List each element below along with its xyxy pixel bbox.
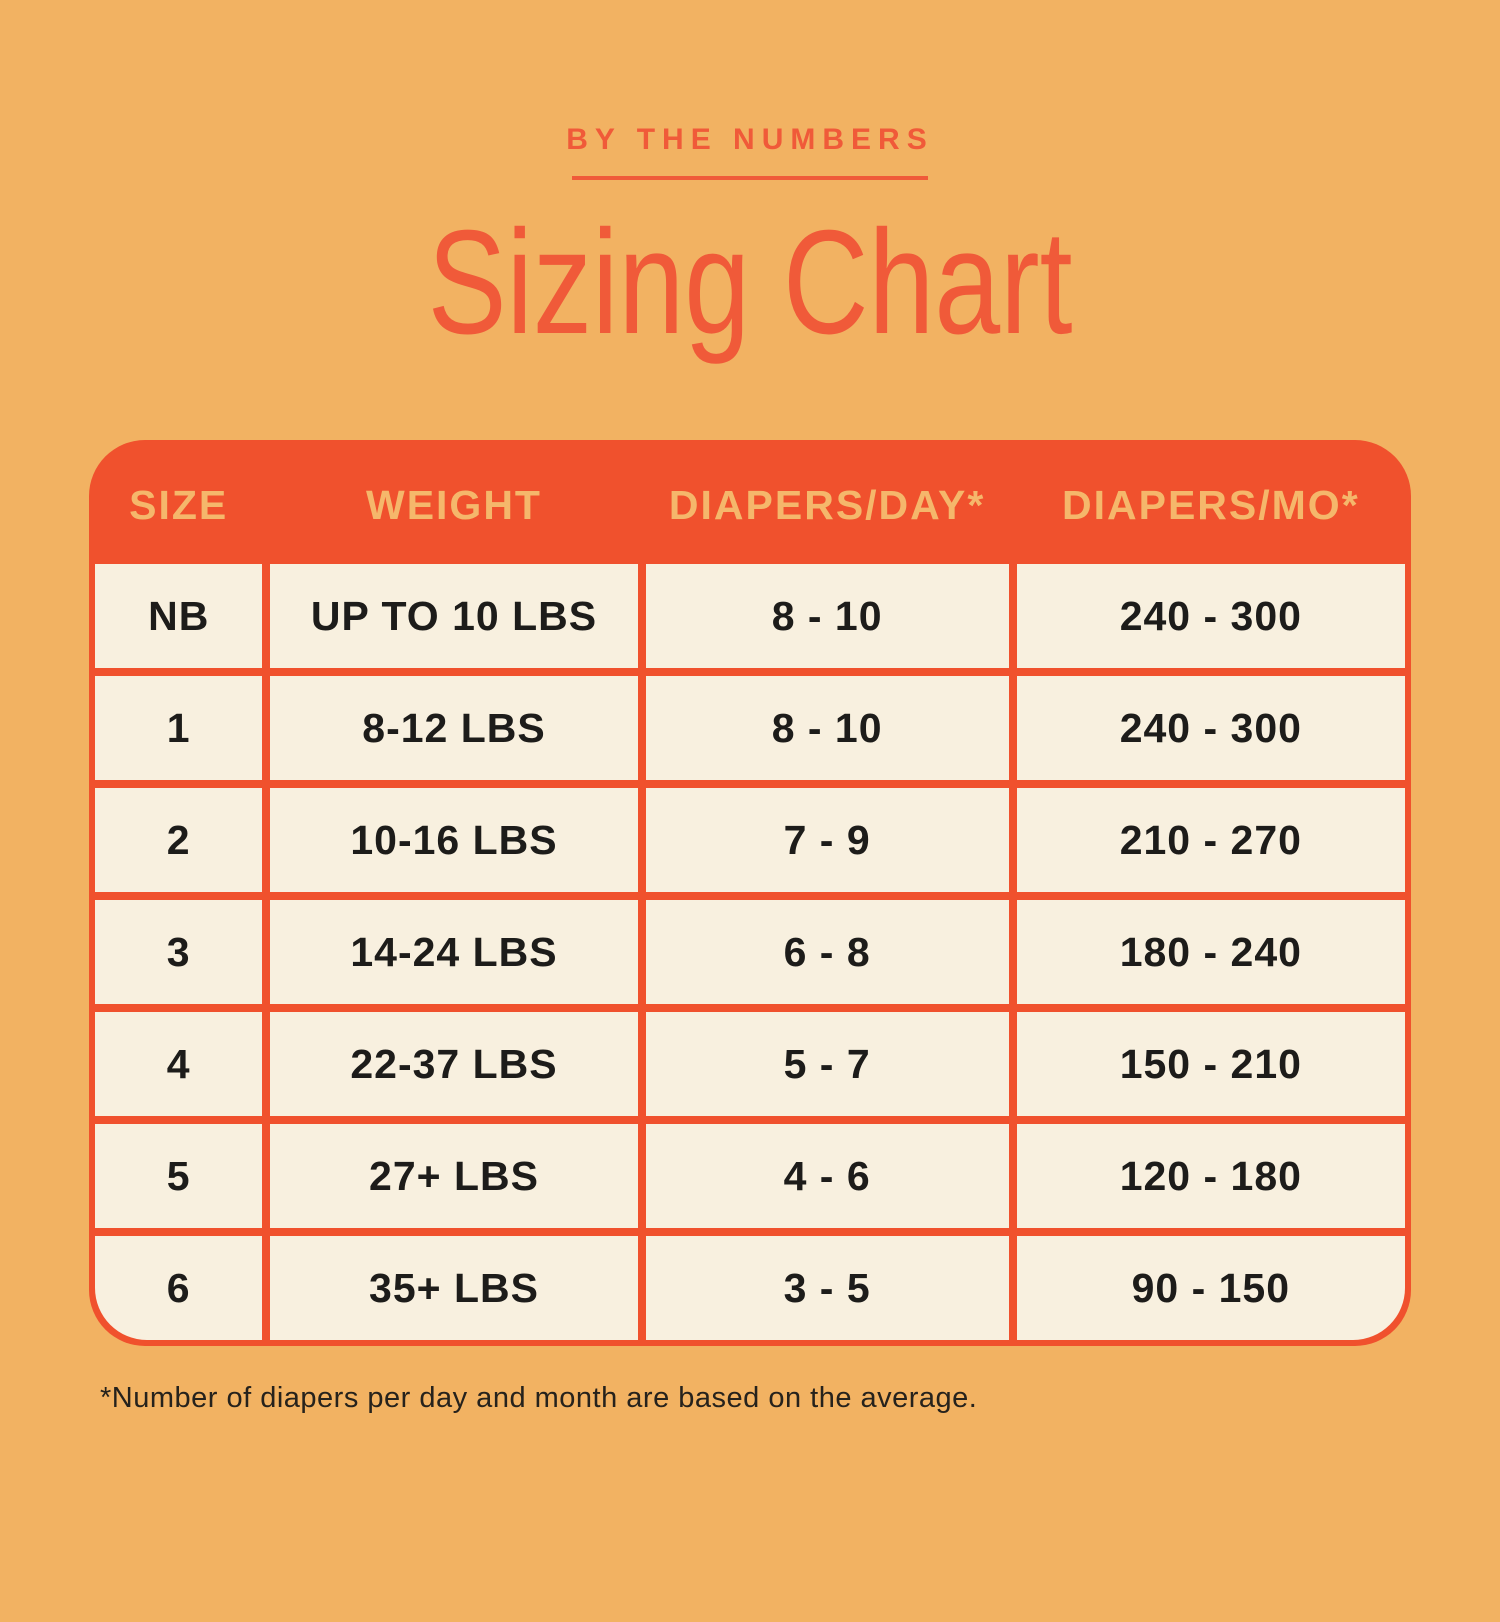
column-header-size: SIZE [129, 481, 229, 528]
table-cell-size: 6 [95, 1236, 263, 1340]
table-cell-diapers-mo: 240 - 300 [1016, 564, 1405, 668]
table-cell-diapers-day: 4 - 6 [645, 1124, 1009, 1228]
section-eyebrow: BY THE NUMBERS [566, 123, 934, 156]
table-cell-size: 3 [95, 900, 263, 1004]
table-cell-diapers-mo: 180 - 240 [1016, 900, 1405, 1004]
page-title: Sizing Chart [427, 200, 1073, 365]
table-cell-diapers-day: 5 - 7 [645, 1012, 1009, 1116]
table-cell-diapers-mo: 90 - 150 [1016, 1236, 1405, 1340]
column-header-weight: WEIGHT [366, 481, 542, 528]
table-cell-diapers-mo: 150 - 210 [1016, 1012, 1405, 1116]
table-cell-diapers-mo: 240 - 300 [1016, 676, 1405, 780]
table-cell-weight: 27+ LBS [270, 1124, 638, 1228]
table-cell-diapers-day: 3 - 5 [645, 1236, 1009, 1340]
table-cell-size: 2 [95, 788, 263, 892]
table-body: NB UP TO 10 LBS 8 - 10 240 - 300 1 8-12 LBS 8 … [95, 564, 1405, 1340]
table-cell-diapers-mo: 120 - 180 [1016, 1124, 1405, 1228]
table-cell-weight: 22-37 LBS [270, 1012, 638, 1116]
sizing-chart-table: SIZE WEIGHT DIAPERS/DAY* DIAPERS/MO* NB U… [89, 440, 1411, 1346]
table-cell-weight: 10-16 LBS [270, 788, 638, 892]
table-cell-diapers-mo: 210 - 270 [1016, 788, 1405, 892]
table-cell-size: 4 [95, 1012, 263, 1116]
table-cell-diapers-day: 8 - 10 [645, 676, 1009, 780]
table-header-row: SIZE WEIGHT DIAPERS/DAY* DIAPERS/MO* [95, 446, 1405, 564]
table-cell-diapers-day: 7 - 9 [645, 788, 1009, 892]
table-cell-weight: 14-24 LBS [270, 900, 638, 1004]
eyebrow-underline [572, 176, 928, 180]
column-header-diapers-mo: DIAPERS/MO* [1062, 481, 1360, 528]
table-cell-diapers-day: 6 - 8 [645, 900, 1009, 1004]
table-cell-size: NB [95, 564, 263, 668]
table-cell-weight: 35+ LBS [270, 1236, 638, 1340]
table-footnote: *Number of diapers per day and month are… [100, 1382, 978, 1414]
column-header-diapers-day: DIAPERS/DAY* [668, 481, 986, 528]
table-cell-weight: UP TO 10 LBS [270, 564, 638, 668]
table-cell-size: 5 [95, 1124, 263, 1228]
table-cell-weight: 8-12 LBS [270, 676, 638, 780]
table-cell-diapers-day: 8 - 10 [645, 564, 1009, 668]
table-cell-size: 1 [95, 676, 263, 780]
